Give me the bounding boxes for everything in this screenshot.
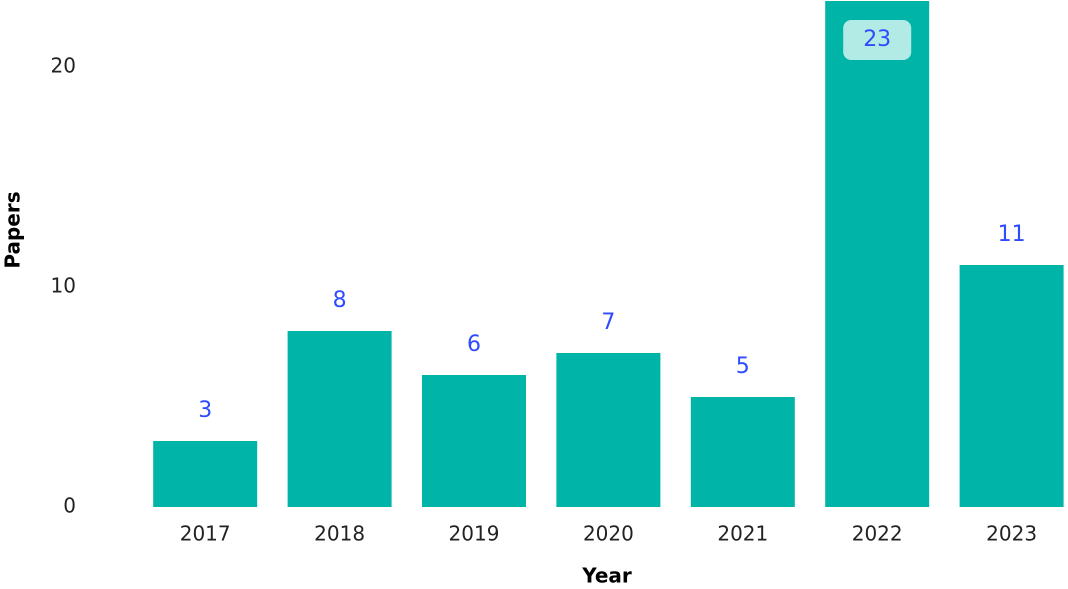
y-tick-label: 0 <box>63 494 76 518</box>
bar <box>556 353 661 507</box>
value-label: 3 <box>198 398 212 423</box>
value-label: 7 <box>601 310 615 335</box>
bar <box>690 397 795 507</box>
value-label: 5 <box>736 354 750 379</box>
value-label: 11 <box>998 222 1026 247</box>
bar <box>287 331 392 507</box>
y-tick-label: 20 <box>51 54 76 78</box>
x-tick-label: 2018 <box>314 522 365 546</box>
bar <box>153 441 258 507</box>
x-tick-label: 2020 <box>583 522 634 546</box>
x-axis-title: Year <box>581 564 632 588</box>
x-tick-label: 2023 <box>986 522 1037 546</box>
value-label: 23 <box>863 27 891 52</box>
bar <box>959 265 1064 507</box>
value-label: 6 <box>467 332 481 357</box>
value-label: 8 <box>333 288 347 313</box>
x-tick-label: 2021 <box>717 522 768 546</box>
x-tick-label: 2019 <box>449 522 500 546</box>
x-tick-label: 2017 <box>180 522 231 546</box>
bar <box>422 375 526 507</box>
bar <box>825 1 930 507</box>
value-label-box <box>843 20 912 60</box>
x-tick-label: 2022 <box>852 522 903 546</box>
y-tick-label: 10 <box>51 274 76 298</box>
y-axis-title: Papers <box>1 191 25 268</box>
